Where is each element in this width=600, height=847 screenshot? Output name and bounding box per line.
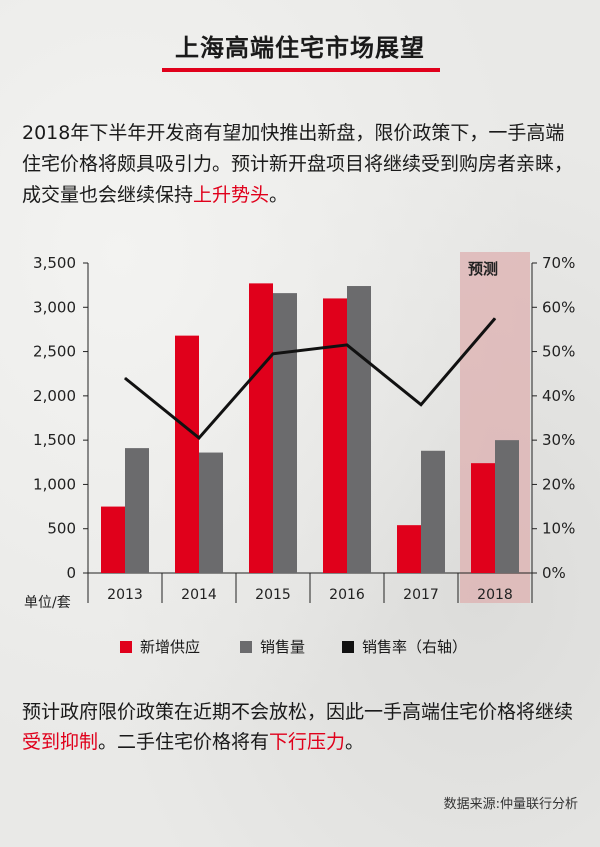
data-source: 数据来源:仲量联行分析 (443, 797, 578, 812)
left-tick-label: 2,500 (33, 343, 76, 361)
bar-sales (421, 450, 445, 573)
conclusion-highlight2: 下行压力 (269, 731, 346, 753)
legend-label-supply: 新增供应 (140, 638, 201, 656)
left-tick-label: 3,500 (33, 254, 76, 272)
chart-legend: 新增供应 销售量 销售率（右轴） (0, 636, 600, 660)
left-tick-label: 1,500 (33, 431, 76, 449)
bar-supply (397, 525, 421, 573)
left-tick-label: 1,000 (33, 475, 76, 493)
right-tick-label: 50% (542, 343, 575, 361)
unit-label: 单位/套 (24, 595, 71, 611)
forecast-label: 预测 (468, 260, 498, 278)
bar-supply (101, 506, 125, 573)
intro-text: 2018年下半年开发商有望加快推出新盘，限价政策下，一手高端住宅价格将颇具吸引力… (22, 122, 574, 206)
x-tick-label: 2018 (477, 587, 513, 603)
left-tick-label: 500 (47, 520, 76, 538)
left-tick-label: 3,000 (33, 298, 76, 316)
right-tick-label: 40% (542, 387, 575, 405)
left-tick-label: 2,000 (33, 387, 76, 405)
sales-rate-point (272, 353, 274, 355)
x-tick-label: 2014 (181, 587, 217, 603)
bar-sales (347, 286, 371, 573)
bar-sales (125, 448, 149, 573)
intro-highlight: 上升势头 (193, 184, 270, 206)
legend-item-supply: 新增供应 (120, 636, 200, 657)
conclusion-part2: 。二手住宅价格将有 (98, 731, 270, 753)
sales-rate-line (124, 317, 497, 440)
x-tick-label: 2013 (107, 587, 143, 603)
right-tick-label: 60% (542, 298, 575, 316)
legend-swatch-rate (342, 640, 354, 653)
intro-suffix: 。 (269, 184, 289, 206)
legend-label-rate: 销售率（右轴） (362, 638, 468, 656)
bar-supply (249, 283, 273, 573)
page-title: 上海高端住宅市场展望 (175, 34, 425, 62)
sales-rate-point (420, 404, 422, 406)
title-underline (162, 68, 440, 72)
supply-sales-chart: 预测 0 500 1,000 1,500 2,000 2,500 3,000 3,500 0% 10… (24, 252, 575, 611)
conclusion-part3: 。 (345, 731, 365, 753)
conclusion-paragraph: 预计政府限价政策在近期不会放松，因此一手高端住宅价格将继续受到抑制。二手住宅价格… (22, 697, 582, 757)
x-tick-label: 2015 (255, 587, 291, 603)
bar-sales (495, 440, 519, 573)
right-tick-label: 70% (542, 254, 575, 272)
right-tick-label: 30% (542, 431, 575, 449)
right-tick-label: 0% (542, 564, 566, 582)
bar-sales (199, 452, 223, 573)
x-tick-label: 2017 (403, 587, 439, 603)
legend-label-sales: 销售量 (260, 638, 306, 656)
sales-rate-point (494, 317, 496, 319)
legend-item-rate: 销售率（右轴） (342, 636, 467, 657)
right-tick-label: 10% (542, 520, 575, 538)
legend-item-sales: 销售量 (240, 636, 305, 657)
left-tick-label: 0 (66, 564, 76, 582)
sales-rate-point (346, 344, 348, 346)
bar-supply (175, 335, 199, 573)
sales-rate-point (198, 437, 200, 439)
legend-swatch-supply (120, 640, 132, 653)
sales-rate-point (124, 377, 126, 379)
bar-supply (471, 463, 495, 573)
conclusion-part1: 预计政府限价政策在近期不会放松，因此一手高端住宅价格将继续 (22, 701, 574, 723)
intro-paragraph: 2018年下半年开发商有望加快推出新盘，限价政策下，一手高端住宅价格将颇具吸引力… (22, 118, 582, 211)
bar-supply (323, 298, 347, 573)
conclusion-highlight1: 受到抑制 (22, 731, 99, 753)
bar-sales (273, 293, 297, 573)
right-tick-label: 20% (542, 475, 575, 493)
x-tick-label: 2016 (329, 587, 365, 603)
legend-swatch-sales (240, 640, 252, 653)
